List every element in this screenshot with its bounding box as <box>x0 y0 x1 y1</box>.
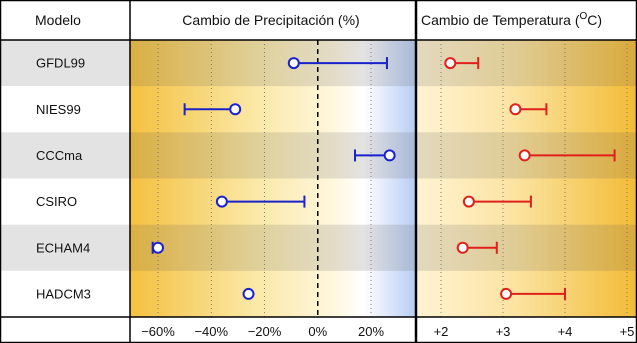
range-start-marker <box>444 57 457 70</box>
model-label: HADCM3 <box>36 286 91 301</box>
range-start-marker <box>242 287 255 300</box>
row-label-bg <box>0 270 130 318</box>
temp-header-main: Cambio de Temperatura ( <box>421 12 580 28</box>
precip-header: Cambio de Precipitación (%) <box>182 12 359 28</box>
tick-label: +4 <box>558 324 573 339</box>
model-header: Modelo <box>35 12 81 28</box>
tick-label: 0% <box>308 324 327 339</box>
tick-label: +5 <box>620 324 635 339</box>
range-marks <box>151 57 616 300</box>
header-background <box>0 0 637 40</box>
temp-header: Cambio de Temperatura (OC) <box>421 11 602 28</box>
tick-label: +2 <box>434 324 449 339</box>
model-label: ECHAM4 <box>36 240 90 255</box>
model-labels: GFDL99 NIES99 CCCma CSIRO ECHAM4 HADCM3 <box>36 56 91 302</box>
tick-labels: −60% −40% −20% 0% 20% +2 +3 +4 +5 <box>141 324 634 339</box>
range-start-marker <box>509 103 522 116</box>
tick-label: −40% <box>194 324 228 339</box>
range-start-marker <box>383 149 396 162</box>
model-label: CCCma <box>36 148 83 163</box>
range-start-marker <box>518 149 531 162</box>
range-start-marker <box>287 57 300 70</box>
axis-background <box>0 317 637 343</box>
temp-header-sup: O <box>579 11 587 22</box>
tick-label: −60% <box>141 324 175 339</box>
range-start-marker <box>215 195 228 208</box>
precip-background <box>130 40 415 317</box>
range-start-marker <box>229 103 242 116</box>
temp-background <box>418 40 637 317</box>
range-start-marker <box>456 241 469 254</box>
row-label-bg <box>0 178 130 225</box>
tick-label: +3 <box>496 324 511 339</box>
range-start-marker <box>462 195 475 208</box>
model-label: CSIRO <box>36 194 77 209</box>
range-start-marker <box>500 287 513 300</box>
row-label-bg <box>0 86 130 133</box>
model-label: NIES99 <box>36 102 81 117</box>
model-label: GFDL99 <box>36 56 85 71</box>
tick-label: 20% <box>358 324 384 339</box>
temp-header-suffix: C) <box>587 12 602 28</box>
range-start-marker <box>152 241 164 254</box>
tick-label: −20% <box>248 324 282 339</box>
